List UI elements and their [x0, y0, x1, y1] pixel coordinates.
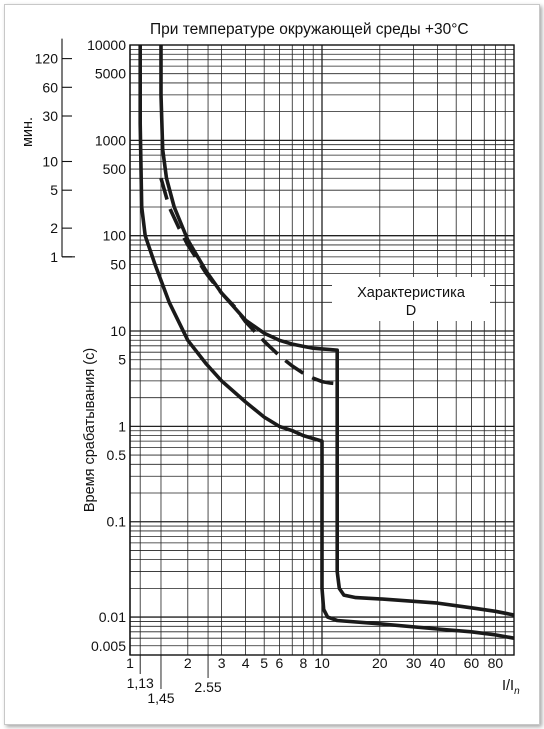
axes: 1 2 3 4 5 6 8 10 20 30 40 60 801,131,452.55100005000… — [35, 37, 515, 706]
series-line-3 — [159, 177, 338, 386]
y-tick-label: 0.5 — [107, 447, 127, 463]
series-group — [138, 45, 515, 640]
y-tick-label: 5 — [118, 352, 126, 368]
x-tick-label: 8 — [299, 655, 307, 671]
x-tick-label: 5 — [260, 655, 268, 671]
annotation-line-1: Характеристика — [357, 285, 466, 301]
x-extra-tick-label: 1,13 — [127, 675, 154, 691]
x-tick-label: 2 — [184, 655, 192, 671]
x-axis-label: I/In — [502, 678, 520, 697]
x-extra-tick-label: 1,45 — [147, 690, 174, 706]
minutes-tick-label: 1 — [50, 249, 58, 265]
plot-border — [129, 44, 515, 656]
x-tick-label: 4 — [242, 655, 250, 671]
x-tick-label: 6 — [276, 655, 284, 671]
x-tick-label: 30 — [406, 655, 422, 671]
annotation-line-2: D — [406, 303, 416, 319]
y-tick-label: 500 — [103, 161, 127, 177]
x-tick-label: 3 — [218, 655, 226, 671]
x-axis-label-subscript: n — [514, 686, 520, 697]
y-tick-label: 1 — [118, 418, 126, 434]
y-tick-label: 5000 — [95, 66, 126, 82]
x-tick-label: 40 — [430, 655, 446, 671]
y-tick-label: 100 — [103, 228, 127, 244]
minutes-tick-label: 120 — [35, 51, 59, 67]
annotation-box: Характеристика D — [332, 277, 490, 321]
x-axis-label-main: I/I — [502, 678, 514, 694]
y-tick-label: 0.01 — [99, 609, 126, 625]
y-tick-label: 10 — [110, 323, 126, 339]
series-line-2 — [159, 45, 515, 617]
series-line-1 — [138, 45, 515, 640]
x-tick-label: 80 — [488, 655, 504, 671]
x-tick-label: 10 — [314, 655, 330, 671]
minutes-tick-label: 10 — [42, 153, 58, 169]
minutes-tick-label: 5 — [50, 182, 58, 198]
y-tick-label: 10000 — [87, 37, 126, 53]
x-extra-tick-label: 2.55 — [194, 679, 221, 695]
y-tick-label: 0.005 — [91, 638, 126, 654]
minutes-tick-label: 60 — [42, 79, 58, 95]
chart-title: При температуре окружающей среды +30°C — [150, 21, 469, 38]
y-tick-label: 50 — [110, 256, 126, 272]
minutes-tick-label: 30 — [42, 108, 58, 124]
minutes-tick-label: 2 — [50, 220, 58, 236]
x-tick-label: 1 — [126, 655, 134, 671]
y-axis-min-label: мин. — [20, 117, 36, 147]
y-tick-label: 1000 — [95, 132, 126, 148]
y-axis-label: Время срабатывания (с) — [82, 348, 98, 512]
x-tick-label: 60 — [464, 655, 480, 671]
x-tick-label: 20 — [372, 655, 388, 671]
y-tick-label: 0.1 — [107, 514, 127, 530]
